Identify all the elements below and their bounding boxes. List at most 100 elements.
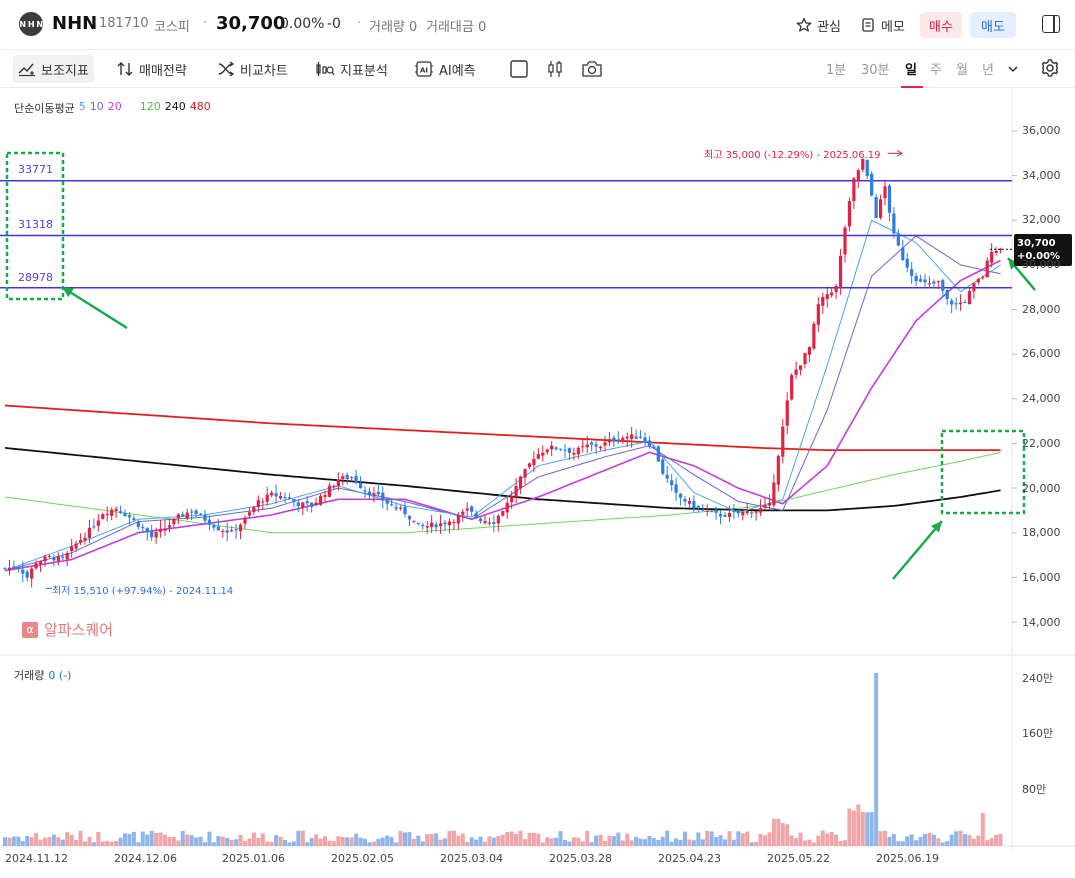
volume-bar bbox=[816, 835, 821, 846]
price-chart[interactable] bbox=[0, 88, 1075, 878]
candle-body bbox=[936, 281, 940, 283]
volume-bar bbox=[207, 831, 212, 846]
candle-body bbox=[181, 514, 185, 517]
chart-type-box-button[interactable] bbox=[504, 55, 534, 83]
candle-body bbox=[283, 497, 287, 499]
candle-body bbox=[421, 524, 425, 526]
volume-bar bbox=[265, 841, 270, 846]
candle-body bbox=[847, 201, 852, 227]
candle-body bbox=[532, 458, 536, 466]
candle-body bbox=[878, 199, 883, 218]
candle-body bbox=[505, 502, 509, 513]
volume-legend-title: 거래량 bbox=[14, 669, 45, 682]
candle-body bbox=[963, 301, 967, 303]
y-tick: 36,000 bbox=[1022, 124, 1061, 137]
candle-body bbox=[207, 519, 212, 525]
volume-bar bbox=[527, 832, 532, 846]
volume-bar bbox=[145, 834, 150, 846]
volume-bar bbox=[3, 837, 7, 846]
candle-body bbox=[941, 280, 945, 291]
candle-body bbox=[536, 454, 540, 459]
amount-summary: 거래대금 0 bbox=[426, 20, 487, 35]
compare-button[interactable]: 비교차트 bbox=[212, 55, 293, 83]
ma-line-240 bbox=[4, 447, 1001, 512]
period-week[interactable]: 주 bbox=[930, 63, 942, 78]
memo-icon bbox=[862, 18, 874, 32]
volume-bar bbox=[700, 839, 705, 846]
highlight-box-left bbox=[5, 151, 65, 301]
volume-bar bbox=[318, 838, 323, 846]
candle-body bbox=[901, 247, 905, 260]
sell-button[interactable]: 매도 bbox=[970, 12, 1016, 38]
analysis-button[interactable]: 지표분석 bbox=[310, 55, 393, 83]
separator-dot: · bbox=[357, 16, 362, 31]
volume-bar bbox=[216, 836, 221, 846]
volume-bar bbox=[785, 824, 790, 846]
candle-body bbox=[154, 532, 158, 538]
candle-body bbox=[563, 449, 567, 451]
volume-bar bbox=[456, 835, 461, 846]
max-marker-arrow bbox=[896, 149, 903, 157]
period-month[interactable]: 월 bbox=[956, 63, 968, 78]
volume-bar bbox=[598, 834, 603, 846]
volume-bar bbox=[603, 840, 607, 846]
volume-bar bbox=[474, 839, 479, 846]
volume-bar bbox=[896, 841, 901, 846]
volume-bar bbox=[954, 831, 959, 846]
y-tick: 20,000 bbox=[1022, 482, 1061, 495]
buy-button[interactable]: 매수 bbox=[920, 12, 962, 38]
volume-bar bbox=[945, 841, 950, 846]
svg-text:AI: AI bbox=[420, 67, 428, 75]
candle-body bbox=[821, 296, 825, 306]
y-tick: 28,000 bbox=[1022, 303, 1061, 316]
candle-body bbox=[905, 258, 909, 268]
chevron-down-icon[interactable] bbox=[1007, 63, 1019, 75]
period-1min[interactable]: 1분 bbox=[826, 63, 847, 78]
volume-bar bbox=[514, 833, 519, 846]
gear-icon[interactable] bbox=[1040, 58, 1060, 78]
star-icon bbox=[796, 17, 812, 32]
candle-body bbox=[692, 501, 696, 508]
volume-bar bbox=[314, 834, 319, 846]
indicator-button[interactable]: 보조지표 bbox=[13, 55, 94, 83]
candle-body bbox=[118, 511, 123, 514]
candle-body bbox=[741, 511, 745, 516]
candle-body bbox=[367, 491, 372, 496]
watch-button[interactable]: 관심 bbox=[796, 13, 841, 37]
period-30min[interactable]: 30분 bbox=[861, 63, 890, 78]
level-label-top: 33771 bbox=[18, 163, 53, 176]
candle-body bbox=[372, 493, 376, 496]
volume-bar bbox=[403, 832, 407, 846]
screenshot-button[interactable] bbox=[576, 55, 608, 83]
volume-bar bbox=[865, 812, 870, 846]
volume-bar bbox=[100, 841, 105, 846]
price-tag-value: 30,700 bbox=[1017, 238, 1056, 249]
chart-grid bbox=[0, 88, 1075, 850]
side-panel-toggle-icon[interactable] bbox=[1042, 15, 1060, 33]
candle-body bbox=[238, 524, 243, 532]
period-year[interactable]: 년 bbox=[982, 63, 994, 78]
ma-legend-120: 120 bbox=[139, 100, 161, 113]
candle-body bbox=[70, 546, 74, 552]
ai-predict-button[interactable]: AI AI예측 bbox=[409, 55, 481, 83]
volume-bar bbox=[407, 832, 412, 846]
indicator-icon bbox=[18, 63, 35, 77]
candle-body bbox=[376, 491, 380, 495]
candle-body bbox=[318, 495, 323, 505]
y-tick: 18,000 bbox=[1022, 526, 1061, 539]
candle-body bbox=[834, 286, 838, 292]
period-day[interactable]: 일 bbox=[905, 63, 917, 78]
volume-bar bbox=[843, 840, 847, 846]
candle-type-button[interactable] bbox=[540, 55, 570, 83]
memo-label: 메모 bbox=[881, 19, 905, 35]
strategy-button[interactable]: 매매전략 bbox=[111, 55, 192, 83]
volume-bar bbox=[167, 837, 172, 846]
volume-bar bbox=[83, 841, 87, 846]
candle-body bbox=[101, 514, 105, 520]
candle-body bbox=[807, 346, 812, 355]
horizontal-levels[interactable] bbox=[0, 179, 1012, 289]
memo-button[interactable]: 메모 bbox=[860, 13, 905, 37]
volume-bar bbox=[478, 836, 483, 846]
volume-bar bbox=[558, 831, 563, 846]
candle-body bbox=[923, 279, 927, 283]
